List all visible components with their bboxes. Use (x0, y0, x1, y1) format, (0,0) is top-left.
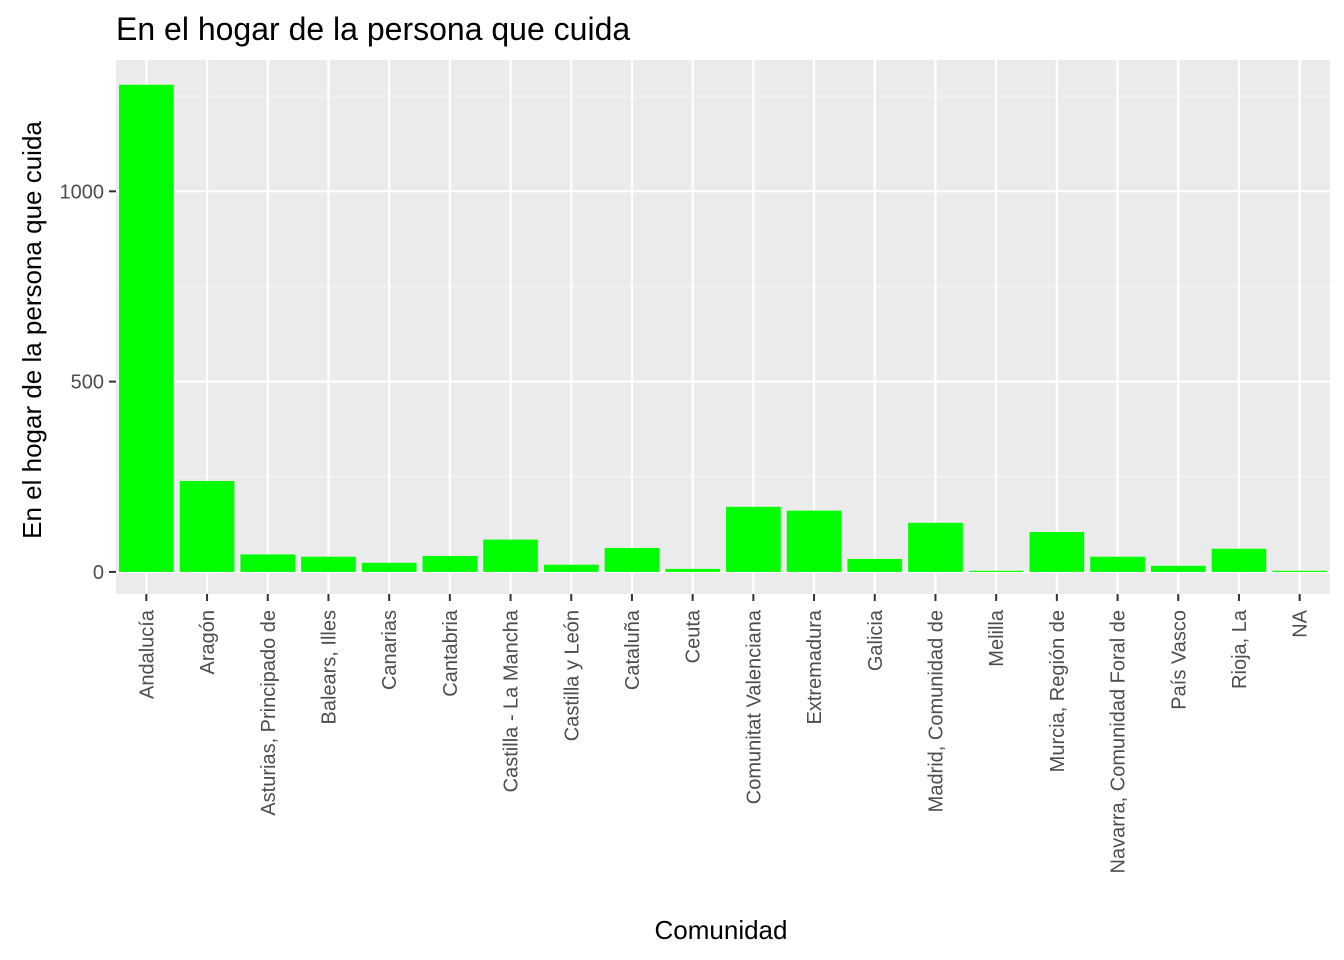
x-tick-label: Castilla y León (561, 610, 583, 741)
bar (604, 547, 660, 572)
x-tick-label: Rioja, La (1229, 609, 1251, 689)
y-tick-label: 500 (71, 372, 104, 394)
x-tick-label: Galicia (865, 609, 887, 671)
bar (1150, 565, 1206, 572)
bar (1211, 548, 1267, 572)
bar (119, 84, 174, 572)
bar (1090, 556, 1145, 572)
bar (726, 506, 781, 572)
bar (361, 562, 417, 572)
x-tick-label: Ceuta (683, 609, 705, 663)
x-tick-label: Andalucía (136, 609, 158, 699)
x-tick-label: Extremadura (804, 609, 826, 724)
bar (240, 554, 296, 572)
plot-panel (116, 60, 1330, 594)
bar (847, 558, 903, 572)
major-gridlines (116, 60, 1330, 594)
bar (179, 480, 235, 572)
y-tick-label: 0 (93, 562, 104, 584)
bar (908, 522, 963, 572)
bar (483, 539, 538, 572)
x-tick-label: Canarias (379, 610, 401, 690)
x-tick-label: Cantabria (440, 609, 462, 697)
x-tick-label: Cataluña (622, 609, 644, 690)
y-axis: 0 500 1000 (60, 181, 116, 584)
chart-title: En el hogar de la persona que cuida (116, 11, 630, 47)
bar (422, 555, 478, 572)
x-tick-label: Castilla - La Mancha (501, 609, 523, 792)
x-tick-label: Aragón (197, 610, 219, 675)
bar (786, 510, 842, 572)
x-axis-title: Comunidad (655, 915, 788, 945)
x-tick-label: País Vasco (1168, 610, 1190, 710)
bar (1029, 531, 1085, 572)
y-axis-title: En el hogar de la persona que cuida (17, 121, 47, 539)
bars (119, 84, 1327, 572)
x-tick-label: Madrid, Comunidad de (925, 610, 947, 812)
bar (543, 564, 599, 572)
bar (968, 570, 1024, 572)
x-tick-label: Asturias, Principado de (258, 610, 280, 816)
x-tick-label: Melilla (986, 609, 1008, 667)
x-tick-label: Balears, Illes (318, 610, 340, 725)
y-tick-label: 1000 (60, 181, 105, 203)
x-tick-label: Navarra, Comunidad Foral de (1108, 610, 1130, 873)
x-axis: Andalucía Aragón Asturias, Principado de Ba… (136, 594, 1312, 873)
minor-gridlines (116, 95, 1330, 478)
x-tick-label: Comunitat Valenciana (743, 609, 765, 804)
bar (665, 568, 720, 572)
x-tick-label: Murcia, Región de (1047, 610, 1069, 772)
x-tick-label: NA (1290, 609, 1312, 637)
bar (1272, 570, 1327, 572)
bar (301, 556, 356, 572)
